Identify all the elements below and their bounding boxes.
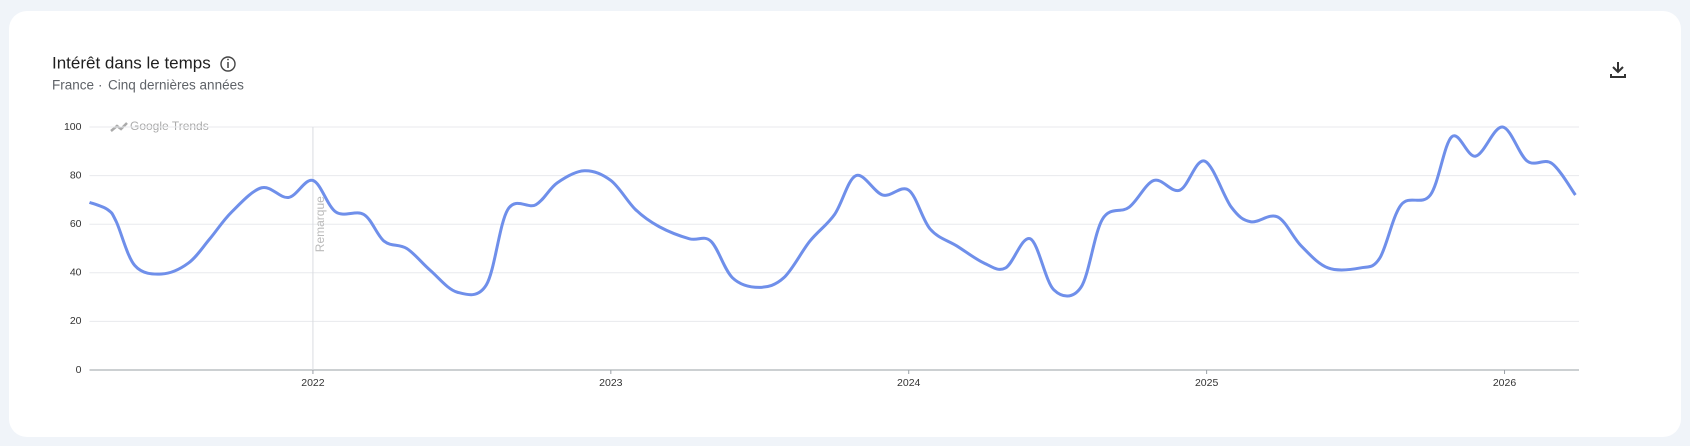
y-tick-label: 40 [70,267,82,279]
x-tick-label: 2023 [599,377,623,389]
subtitle-period: Cinq dernières années [108,78,244,93]
x-tick-label: 2026 [1493,377,1517,389]
y-tick-label: 20 [70,315,82,327]
info-icon[interactable] [220,56,236,72]
y-tick-label: 80 [70,169,82,181]
y-tick-label: 100 [64,121,82,133]
watermark-text: Google Trends [130,119,209,133]
subtitle-region: France [52,78,94,93]
y-tick-label: 60 [70,218,82,230]
chart-title: Intérêt dans le temps [52,53,211,72]
x-tick-label: 2024 [897,377,921,389]
download-button[interactable] [1610,62,1626,78]
y-tick-label: 0 [76,364,82,376]
x-tick-label: 2022 [301,377,325,389]
subtitle-separator: · [98,78,103,93]
x-tick-label: 2025 [1195,377,1219,389]
annotation-label: Remarque [313,196,327,252]
series-line [88,125,1577,298]
